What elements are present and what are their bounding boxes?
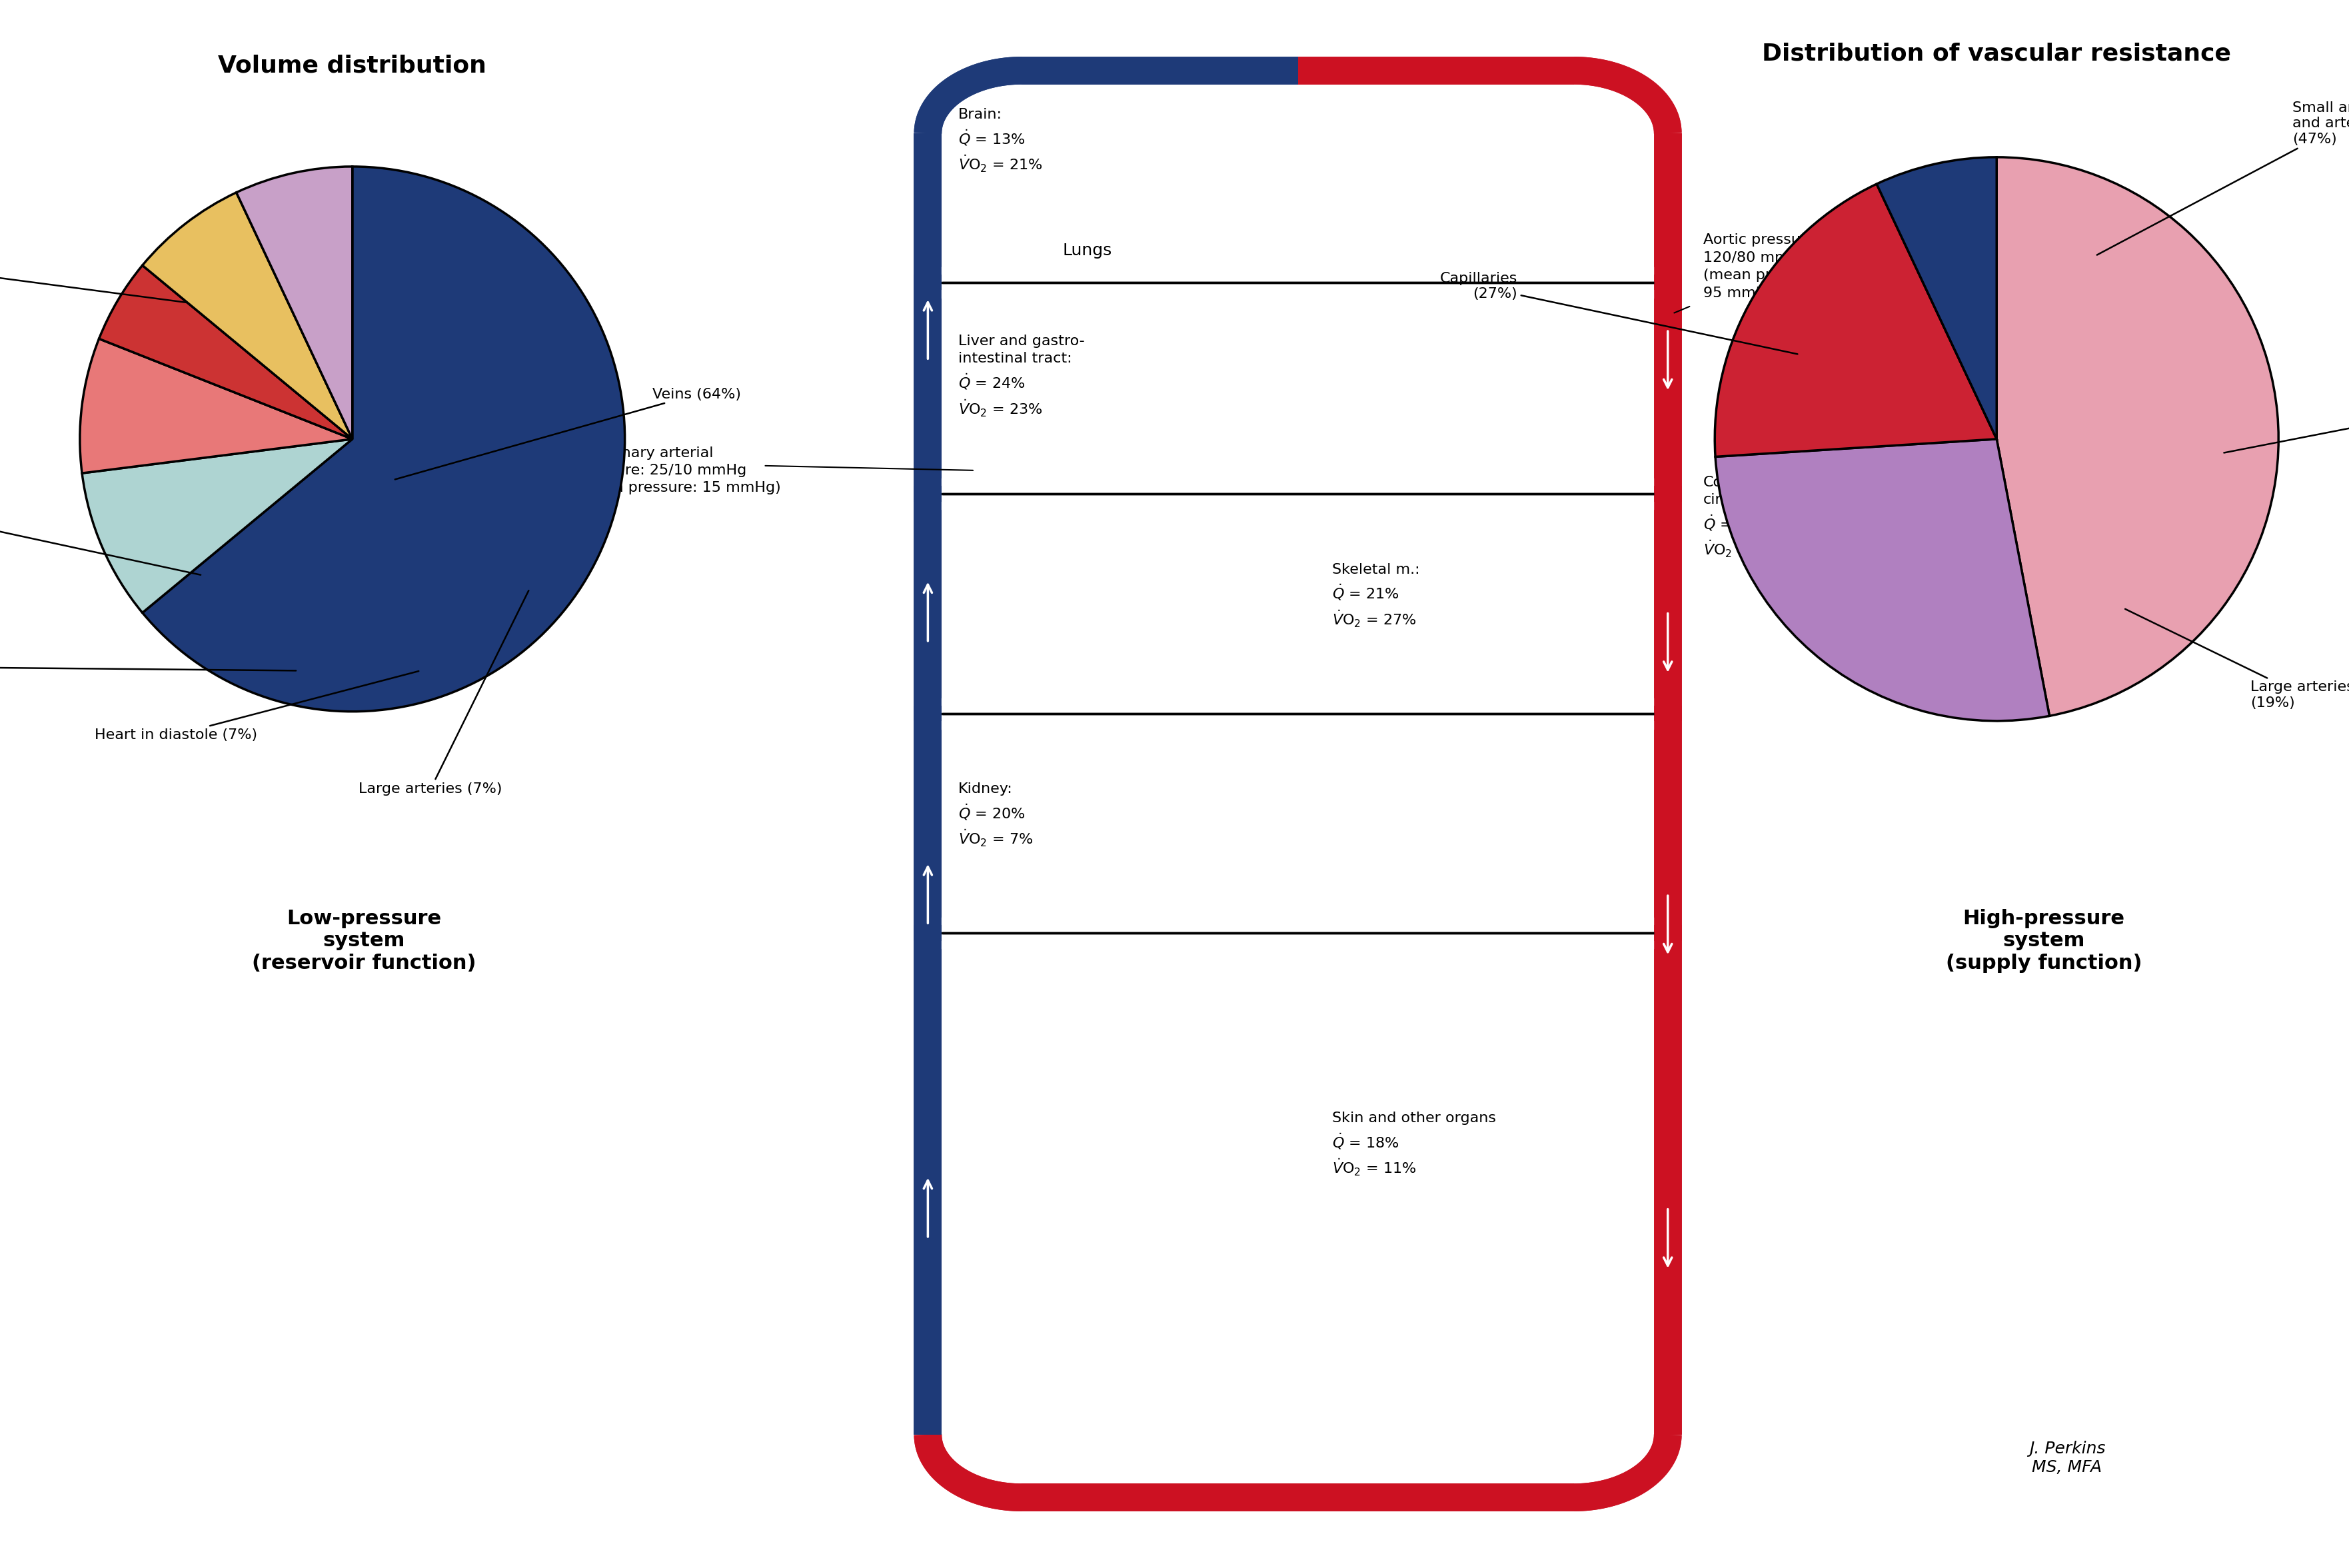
Wedge shape [99,265,352,439]
Text: Kidney:
$\dot{Q}$ = 20%
$\dot{V}$O$_2$ = 7%: Kidney: $\dot{Q}$ = 20% $\dot{V}$O$_2$ =… [958,782,1034,848]
Wedge shape [82,439,352,613]
Wedge shape [1715,439,2048,721]
Wedge shape [143,166,625,712]
Text: Small arteries
and arterioles
(8%): Small arteries and arterioles (8%) [0,466,200,575]
Text: Large arteries
(19%): Large arteries (19%) [2126,608,2349,709]
Text: Low-pressure
system
(reservoir function): Low-pressure system (reservoir function) [251,909,477,972]
Wedge shape [237,166,352,439]
Text: Skin and other organs
$\dot{Q}$ = 18%
$\dot{V}$O$_2$ = 11%: Skin and other organs $\dot{Q}$ = 18% $\… [1332,1112,1496,1178]
Text: Capillaries
(27%): Capillaries (27%) [1440,271,1797,354]
Text: Heart in diastole (7%): Heart in diastole (7%) [94,671,418,742]
Text: Lungs: Lungs [1062,243,1113,259]
Text: High-pressure
system
(supply function): High-pressure system (supply function) [1945,909,2142,972]
Text: Lungs (9%): Lungs (9%) [0,251,188,303]
Text: Capillaries (5%): Capillaries (5%) [0,660,296,673]
Wedge shape [1877,157,1997,439]
Text: Liver and gastro-
intestinal tract:
$\dot{Q}$ = 24%
$\dot{V}$O$_2$ = 23%: Liver and gastro- intestinal tract: $\do… [958,334,1085,419]
Bar [940,78,1656,1490]
Wedge shape [1997,157,2279,717]
Text: Skeletal m.:
$\dot{Q}$ = 21%
$\dot{V}$O$_2$ = 27%: Skeletal m.: $\dot{Q}$ = 21% $\dot{V}$O$… [1332,563,1419,629]
Text: Veins (7%): Veins (7%) [2225,400,2349,453]
Title: Volume distribution: Volume distribution [218,55,486,77]
Text: J. Perkins
MS, MFA: J. Perkins MS, MFA [2030,1441,2105,1475]
Text: Brain:
$\dot{Q}$ = 13%
$\dot{V}$O$_2$ = 21%: Brain: $\dot{Q}$ = 13% $\dot{V}$O$_2$ = … [958,108,1043,174]
Wedge shape [80,339,352,474]
Text: Small arteries
and arterioles
(47%): Small arteries and arterioles (47%) [2098,102,2349,256]
Text: Aortic pressure:
120/80 mmHg
(mean pressure:
95 mmHg): Aortic pressure: 120/80 mmHg (mean press… [1703,234,1825,299]
Text: Veins (64%): Veins (64%) [395,387,740,480]
Wedge shape [143,193,352,439]
Text: Coronary
circulation:
$\dot{Q}$ = 4%
$\dot{V}$O$_2$ = 11%: Coronary circulation: $\dot{Q}$ = 4% $\d… [1703,475,1788,560]
Text: Pulmonary arterial
pressure: 25/10 mmHg
(mean pressure: 15 mmHg): Pulmonary arterial pressure: 25/10 mmHg … [576,447,780,494]
Wedge shape [1715,183,1997,456]
Title: Distribution of vascular resistance: Distribution of vascular resistance [1762,42,2232,64]
Text: Large arteries (7%): Large arteries (7%) [359,591,529,797]
